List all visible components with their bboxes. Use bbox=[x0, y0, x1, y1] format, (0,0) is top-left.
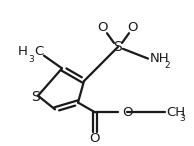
Text: O: O bbox=[98, 21, 108, 34]
Text: NH: NH bbox=[150, 52, 170, 65]
Text: S: S bbox=[32, 90, 40, 104]
Text: 3: 3 bbox=[28, 55, 34, 64]
Text: CH: CH bbox=[166, 106, 185, 119]
Text: H: H bbox=[18, 45, 28, 58]
Text: C: C bbox=[34, 45, 43, 58]
Text: O: O bbox=[90, 132, 100, 145]
Text: 2: 2 bbox=[164, 61, 170, 69]
Text: S: S bbox=[114, 40, 122, 54]
Text: 3: 3 bbox=[179, 114, 185, 123]
Text: O: O bbox=[128, 21, 138, 34]
Text: O: O bbox=[122, 106, 133, 119]
